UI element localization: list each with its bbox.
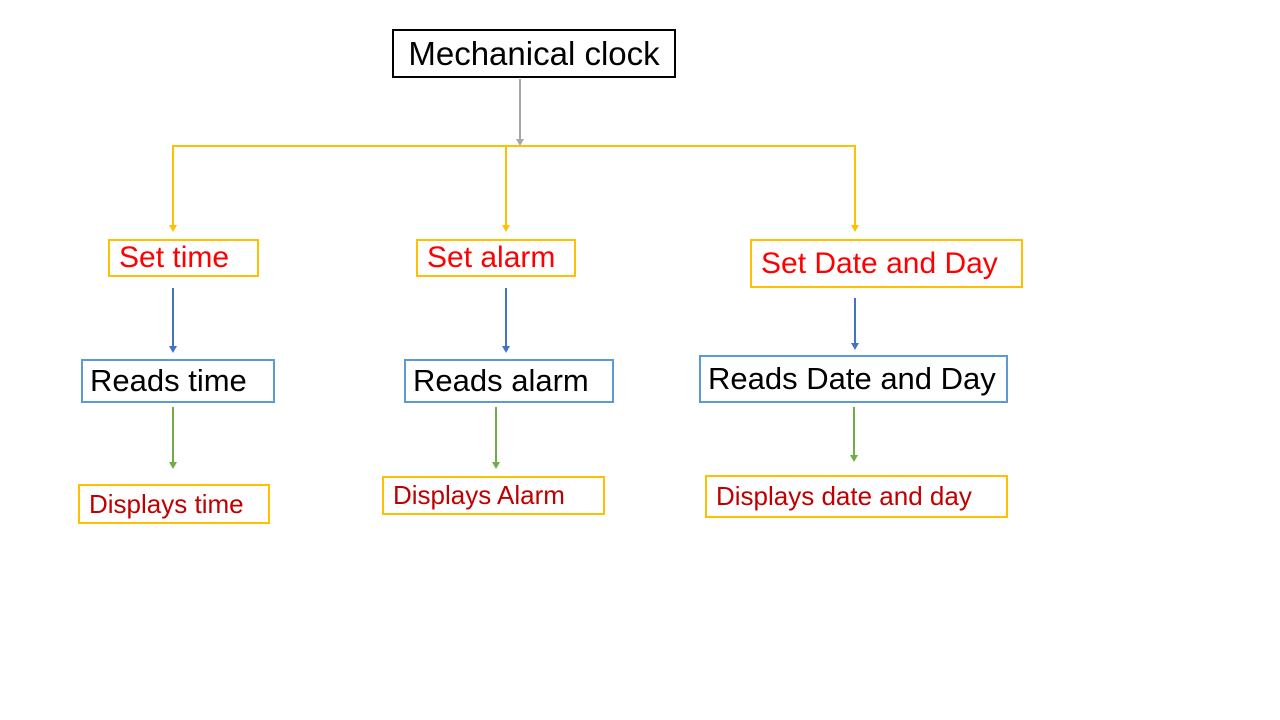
read-node-reads-time: Reads time bbox=[81, 359, 275, 403]
display-node-displays-time: Displays time bbox=[78, 484, 270, 524]
action-node-set-date-and-day: Set Date and Day bbox=[750, 239, 1023, 288]
display-node-label: Displays Alarm bbox=[393, 480, 565, 510]
branch-arrowhead-middle bbox=[502, 225, 510, 232]
action-node-label: Set Date and Day bbox=[761, 246, 998, 280]
read-node-reads-alarm: Reads alarm bbox=[404, 359, 614, 403]
display-node-label: Displays date and day bbox=[716, 481, 972, 511]
read-node-label: Reads time bbox=[90, 363, 247, 398]
read-arrowhead-left bbox=[169, 346, 177, 353]
display-node-displays-alarm: Displays Alarm bbox=[382, 476, 605, 515]
read-arrowhead-right bbox=[851, 343, 859, 350]
root-connector-arrowhead bbox=[516, 139, 524, 146]
read-node-label: Reads alarm bbox=[413, 363, 589, 398]
action-node-set-time: Set time bbox=[108, 239, 259, 277]
branch-bus bbox=[172, 145, 856, 226]
action-node-label: Set time bbox=[119, 241, 230, 274]
root-node-label: Mechanical clock bbox=[408, 34, 660, 72]
read-node-reads-date-and-day: Reads Date and Day bbox=[699, 355, 1008, 403]
root-node-mechanical-clock: Mechanical clock bbox=[392, 29, 676, 78]
display-node-displays-date-and-day: Displays date and day bbox=[705, 475, 1008, 518]
display-arrowhead-right bbox=[850, 455, 858, 462]
action-node-set-alarm: Set alarm bbox=[416, 239, 576, 277]
display-arrowhead-left bbox=[169, 462, 177, 469]
action-node-label: Set alarm bbox=[427, 241, 556, 274]
read-node-label: Reads Date and Day bbox=[708, 361, 996, 396]
read-arrowhead-middle bbox=[502, 346, 510, 353]
display-node-label: Displays time bbox=[89, 488, 244, 519]
branch-arrowhead-left bbox=[169, 225, 177, 232]
branch-arrowhead-right bbox=[851, 225, 859, 232]
display-arrowhead-middle bbox=[492, 462, 500, 469]
